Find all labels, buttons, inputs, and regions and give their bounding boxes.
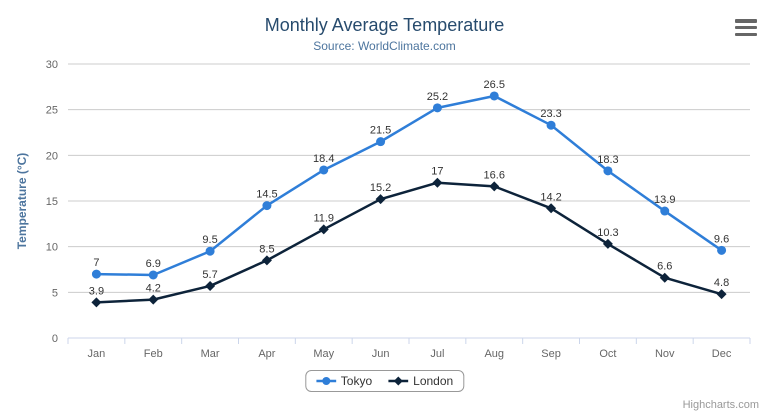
y-axis-tick-label: 20	[46, 150, 58, 162]
data-label-london-nov: 6.6	[657, 261, 672, 273]
point-london-aug[interactable]	[489, 181, 500, 192]
x-axis-tick-label: Jun	[372, 348, 390, 360]
data-label-london-jun: 15.2	[370, 182, 391, 194]
data-label-london-jan: 3.9	[89, 285, 104, 297]
x-axis-tick-label: Apr	[258, 348, 275, 360]
hamburger-icon	[735, 25, 757, 30]
chart-title: Monthly Average Temperature	[264, 15, 505, 35]
export-menu-button[interactable]	[735, 19, 757, 36]
x-axis-tick-label: Mar	[201, 348, 220, 360]
data-label-london-may: 11.9	[313, 212, 334, 224]
point-london-apr[interactable]	[261, 255, 272, 266]
x-axis-tick-label: Oct	[599, 348, 616, 360]
x-axis-tick-label: Jul	[430, 348, 444, 360]
x-axis-tick-label: Feb	[144, 348, 163, 360]
hamburger-icon	[735, 19, 757, 23]
point-tokyo-apr[interactable]	[262, 201, 272, 211]
data-label-tokyo-oct: 18.3	[597, 154, 618, 166]
data-label-tokyo-jul: 25.2	[427, 91, 448, 103]
legend-label-tokyo: Tokyo	[340, 374, 373, 388]
point-london-oct[interactable]	[602, 238, 613, 249]
data-label-london-oct: 10.3	[597, 227, 618, 239]
point-tokyo-jul[interactable]	[432, 103, 442, 113]
data-label-london-feb: 4.2	[146, 283, 161, 295]
data-label-tokyo-sep: 23.3	[540, 108, 561, 120]
chart-legend: Tokyo London	[304, 370, 465, 392]
y-axis-tick-label: 0	[52, 333, 58, 345]
point-tokyo-feb[interactable]	[148, 270, 158, 280]
x-axis-tick-label: Jan	[88, 348, 106, 360]
legend-item-tokyo[interactable]: Tokyo	[315, 374, 373, 388]
data-label-london-jul: 17	[431, 166, 443, 178]
data-label-tokyo-feb: 6.9	[146, 258, 161, 270]
point-tokyo-may[interactable]	[319, 165, 329, 175]
hamburger-icon	[735, 32, 757, 36]
data-label-tokyo-mar: 9.5	[202, 234, 217, 246]
circle-marker-icon	[315, 377, 336, 385]
y-axis-tick-label: 10	[46, 242, 58, 254]
data-label-london-dec: 4.8	[714, 277, 729, 289]
point-tokyo-dec[interactable]	[717, 245, 727, 255]
point-tokyo-nov[interactable]	[660, 206, 670, 216]
x-axis-tick-label: Dec	[712, 348, 732, 360]
x-axis-tick-label: Sep	[541, 348, 561, 360]
y-axis-tick-label: 5	[52, 287, 58, 299]
y-axis-title: Temperature (°C)	[15, 153, 29, 250]
data-label-tokyo-aug: 26.5	[484, 79, 505, 91]
x-axis-tick-label: Nov	[655, 348, 675, 360]
credits-link[interactable]: Highcharts.com	[682, 399, 759, 411]
data-label-london-aug: 16.6	[484, 169, 505, 181]
data-label-london-mar: 5.7	[202, 269, 217, 281]
data-label-tokyo-apr: 14.5	[256, 189, 277, 201]
data-label-london-apr: 8.5	[259, 243, 274, 255]
point-tokyo-mar[interactable]	[205, 246, 215, 256]
series-line-tokyo	[95, 94, 723, 277]
point-london-dec[interactable]	[716, 289, 727, 300]
y-axis-tick-label: 15	[46, 196, 58, 208]
x-axis-tick-label: Aug	[484, 348, 504, 360]
point-london-jan[interactable]	[91, 297, 102, 308]
data-label-tokyo-jun: 21.5	[370, 125, 391, 137]
data-label-tokyo-may: 18.4	[313, 153, 334, 165]
diamond-marker-icon	[388, 376, 409, 386]
point-london-jun[interactable]	[375, 194, 386, 205]
y-axis-tick-label: 30	[46, 59, 58, 71]
data-label-london-sep: 14.2	[540, 191, 561, 203]
point-tokyo-oct[interactable]	[603, 166, 613, 176]
point-london-nov[interactable]	[659, 272, 670, 283]
series-line-london	[95, 181, 723, 304]
point-london-sep[interactable]	[546, 203, 557, 214]
data-label-tokyo-dec: 9.6	[714, 233, 729, 245]
y-axis-tick-label: 25	[46, 105, 58, 117]
point-tokyo-jan[interactable]	[91, 269, 101, 279]
point-london-may[interactable]	[318, 224, 329, 235]
point-tokyo-sep[interactable]	[546, 120, 556, 130]
point-london-feb[interactable]	[148, 294, 159, 305]
data-label-tokyo-nov: 13.9	[654, 194, 675, 206]
point-london-jul[interactable]	[432, 177, 443, 188]
legend-label-london: London	[413, 374, 454, 388]
x-axis-tick-label: May	[313, 348, 334, 360]
data-label-tokyo-jan: 7	[93, 257, 99, 269]
point-tokyo-aug[interactable]	[489, 91, 499, 101]
point-tokyo-jun[interactable]	[376, 137, 386, 147]
chart-subtitle: Source: WorldClimate.com	[313, 39, 456, 53]
legend-item-london[interactable]: London	[388, 374, 453, 388]
point-london-mar[interactable]	[205, 280, 216, 291]
